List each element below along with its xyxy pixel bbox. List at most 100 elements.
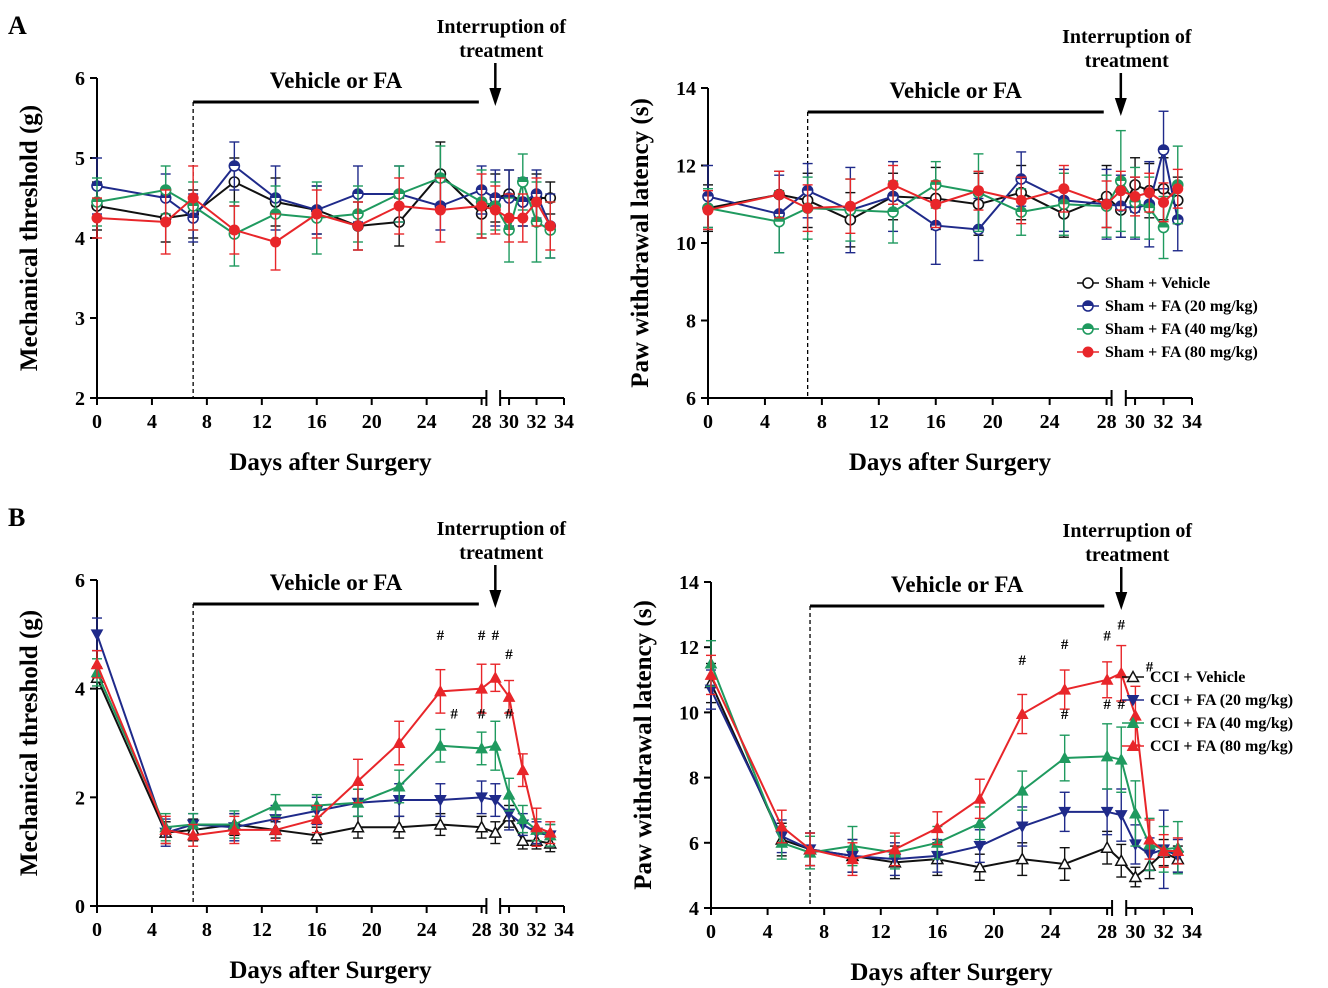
- legend-label: CCI + FA (40 mg/kg): [1150, 715, 1293, 732]
- x-tick-label: 24: [1040, 411, 1060, 433]
- data-point: [517, 212, 529, 224]
- y-axis-title: Mechanical threshold (g): [16, 610, 43, 876]
- data-point: [803, 842, 817, 855]
- y-tick-label: 4: [75, 228, 85, 250]
- data-point: [704, 668, 718, 680]
- x-tick-label: 24: [417, 411, 437, 433]
- legend-item: CCI + Vehicle: [1122, 669, 1245, 686]
- data-point: [973, 841, 987, 853]
- x-tick-label: 34: [554, 411, 574, 433]
- x-tick-label: 30: [499, 411, 519, 433]
- x-tick-label: 34: [554, 919, 574, 941]
- x-tick-label: 8: [202, 919, 212, 941]
- legend-label: Sham + Vehicle: [1105, 275, 1210, 292]
- significance-mark: #: [1118, 697, 1126, 713]
- y-axis-title: Paw withdrawal latency (s): [627, 98, 654, 388]
- data-point: [1171, 844, 1185, 856]
- significance-mark: #: [1103, 697, 1111, 713]
- x-tick-label: 4: [147, 919, 157, 941]
- data-point: [351, 774, 365, 787]
- data-point: [1015, 784, 1029, 796]
- data-point: [516, 763, 530, 776]
- x-tick-label: 28: [472, 919, 492, 941]
- x-tick-label: 12: [871, 921, 891, 943]
- interruption-label-line1: Interruption of: [1063, 520, 1193, 542]
- data-point: [475, 792, 488, 804]
- data-point: [516, 812, 530, 825]
- x-tick-label: 4: [147, 411, 157, 433]
- x-tick-label: 12: [252, 919, 272, 941]
- x-tick-label: 20: [984, 921, 1004, 943]
- interruption-label-line1: Interruption of: [437, 16, 567, 38]
- data-point: [159, 823, 173, 835]
- data-point-fill: [517, 177, 528, 182]
- data-point: [392, 820, 406, 833]
- data-point: [228, 823, 241, 835]
- x-tick-label: 34: [1182, 411, 1202, 433]
- x-tick-label: 32: [527, 919, 547, 941]
- x-tick-label: 16: [307, 411, 327, 433]
- interruption-arrowhead: [489, 590, 502, 608]
- y-tick-label: 12: [679, 637, 699, 659]
- data-point-fill: [1158, 222, 1169, 228]
- legend-item: Sham + Vehicle: [1077, 275, 1210, 292]
- data-point: [543, 826, 557, 838]
- y-tick-label: 14: [676, 78, 696, 100]
- legend-item: CCI + FA (80 mg/kg): [1122, 738, 1293, 755]
- x-tick-label: 8: [819, 921, 829, 943]
- data-point: [311, 208, 323, 220]
- data-point: [309, 828, 324, 841]
- data-point: [90, 657, 104, 670]
- x-tick-label: 8: [202, 411, 212, 433]
- significance-mark: #: [505, 707, 513, 723]
- legend-marker: [1082, 277, 1094, 289]
- x-tick-label: 0: [92, 919, 102, 941]
- x-axis-title: Days after Surgery: [849, 449, 1052, 476]
- data-point-fill: [160, 185, 171, 190]
- data-point: [702, 204, 714, 216]
- interruption-arrowhead: [489, 88, 502, 106]
- significance-mark: #: [1103, 629, 1111, 645]
- data-point: [1057, 856, 1072, 870]
- y-tick-label: 10: [679, 702, 699, 724]
- data-point: [1100, 673, 1114, 685]
- y-tick-label: 8: [689, 768, 699, 790]
- data-point: [1101, 198, 1113, 210]
- series-cci-fa-40-mg-kg: [704, 639, 1185, 875]
- data-point-fill: [229, 161, 240, 166]
- series-cci-vehicle: [90, 666, 558, 853]
- interruption-label-line2: treatment: [459, 542, 543, 564]
- x-tick-label: 0: [92, 411, 102, 433]
- data-point: [844, 200, 856, 212]
- data-point: [160, 216, 172, 228]
- significance-mark: #: [478, 707, 486, 723]
- legend-marker: [1082, 346, 1094, 358]
- data-point: [310, 812, 324, 825]
- data-point: [1129, 191, 1141, 202]
- data-point: [972, 185, 984, 197]
- x-tick-label: 24: [1041, 921, 1061, 943]
- x-tick-label: 28: [1097, 411, 1117, 433]
- x-tick-label: 4: [763, 921, 773, 943]
- data-point: [1157, 144, 1170, 156]
- data-point: [544, 220, 556, 232]
- series-sham-fa-80-mg-kg: [702, 164, 1184, 235]
- significance-mark: #: [450, 707, 458, 723]
- data-point: [269, 823, 282, 835]
- legend-label: CCI + FA (20 mg/kg): [1150, 692, 1293, 709]
- y-tick-label: 0: [75, 896, 85, 918]
- panel-label-a: A: [8, 11, 27, 40]
- x-tick-label: 0: [703, 411, 713, 433]
- data-point: [1114, 853, 1129, 866]
- data-point: [186, 828, 200, 841]
- data-point: [1114, 810, 1128, 822]
- data-point: [516, 176, 529, 188]
- y-tick-label: 6: [75, 570, 85, 592]
- legend-label: CCI + FA (80 mg/kg): [1150, 738, 1293, 755]
- data-point-fill: [270, 209, 281, 214]
- x-axis-title: Days after Surgery: [850, 959, 1053, 986]
- interruption-label-line1: Interruption of: [437, 518, 567, 540]
- data-point: [392, 779, 406, 792]
